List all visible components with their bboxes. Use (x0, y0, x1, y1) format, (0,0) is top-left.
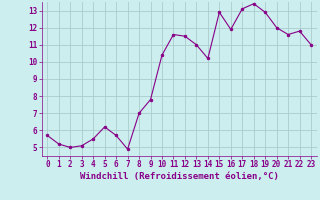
X-axis label: Windchill (Refroidissement éolien,°C): Windchill (Refroidissement éolien,°C) (80, 172, 279, 181)
